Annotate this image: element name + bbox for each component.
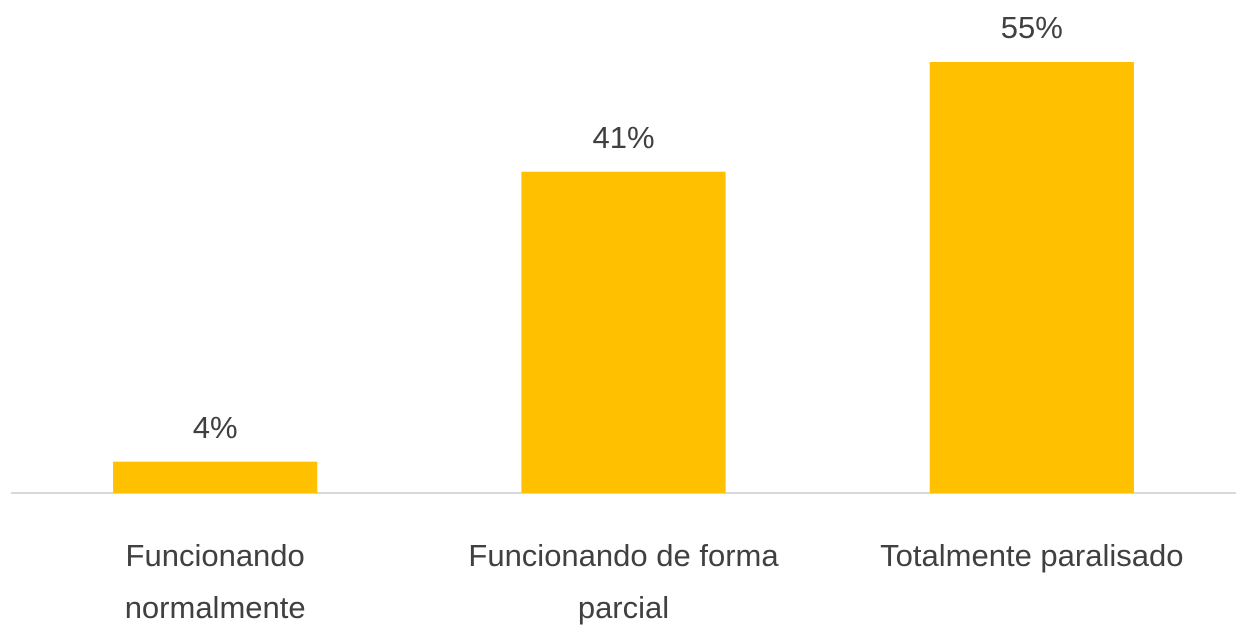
x-tick-label: Funcionando de forma parcial <box>468 538 779 625</box>
value-label: 55% <box>1001 10 1063 45</box>
bar <box>521 171 726 493</box>
x-tick-label: Totalmente paralisado <box>880 538 1184 573</box>
bar <box>113 461 318 493</box>
value-label: 41% <box>592 120 654 155</box>
bar <box>929 62 1134 493</box>
x-tick-label: Funcionando normalmente <box>124 538 306 625</box>
value-label: 4% <box>193 410 238 445</box>
